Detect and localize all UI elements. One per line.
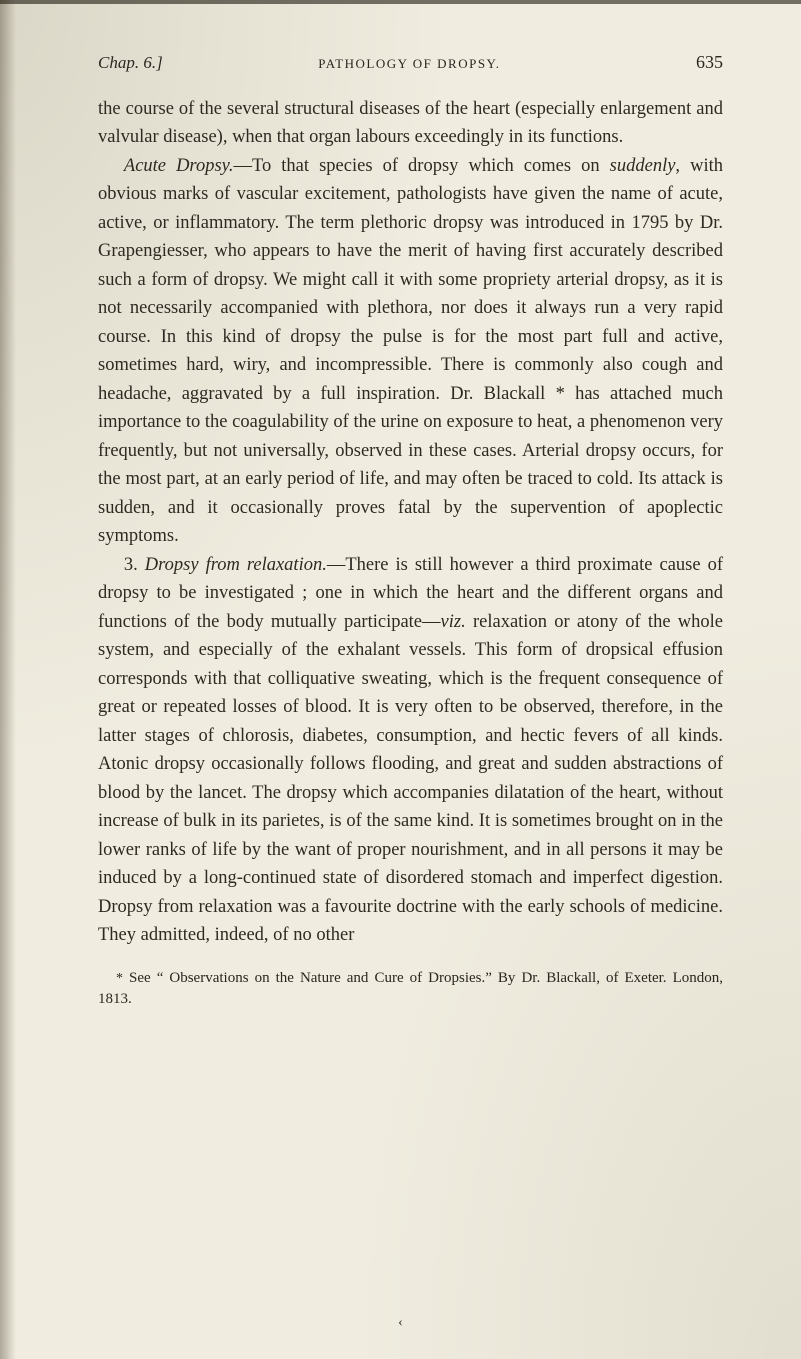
p3-italic: Dropsy from relaxation.: [145, 555, 327, 575]
running-header: Chap. 6.] PATHOLOGY OF DROPSY. 635: [98, 52, 723, 73]
p3-italic2: viz.: [441, 612, 466, 632]
paragraph-2: Acute Dropsy.—To that species of dropsy …: [98, 152, 723, 551]
p2-rest2: , with obvious marks of vascular excitem…: [98, 156, 723, 546]
footnote-text: See “ Observations on the Nature and Cur…: [98, 970, 723, 1008]
p2-rest: —To that species of dropsy which comes o…: [233, 156, 609, 176]
page-content: Chap. 6.] PATHOLOGY OF DROPSY. 635 the c…: [0, 0, 801, 1071]
paragraph-3: 3. Dropsy from relaxation.—There is stil…: [98, 551, 723, 950]
footnote: * See “ Observations on the Nature and C…: [98, 968, 723, 1012]
p2-italic2: suddenly: [610, 156, 676, 176]
p3-num: 3.: [124, 555, 145, 575]
corner-mark: ‹: [398, 1315, 403, 1331]
p3-rest2: relaxation or atony of the whole system,…: [98, 612, 723, 945]
p1-text: the course of the several structural dis…: [98, 99, 723, 147]
page-edge-top: [0, 0, 801, 4]
header-title: PATHOLOGY OF DROPSY.: [123, 56, 696, 72]
footnote-mark: *: [116, 971, 123, 986]
body-text: the course of the several structural dis…: [98, 95, 723, 950]
page-edge-left: [0, 0, 16, 1359]
p2-lead: Acute Dropsy.: [124, 156, 234, 176]
header-page-number: 635: [696, 52, 723, 73]
paragraph-1: the course of the several structural dis…: [98, 95, 723, 152]
